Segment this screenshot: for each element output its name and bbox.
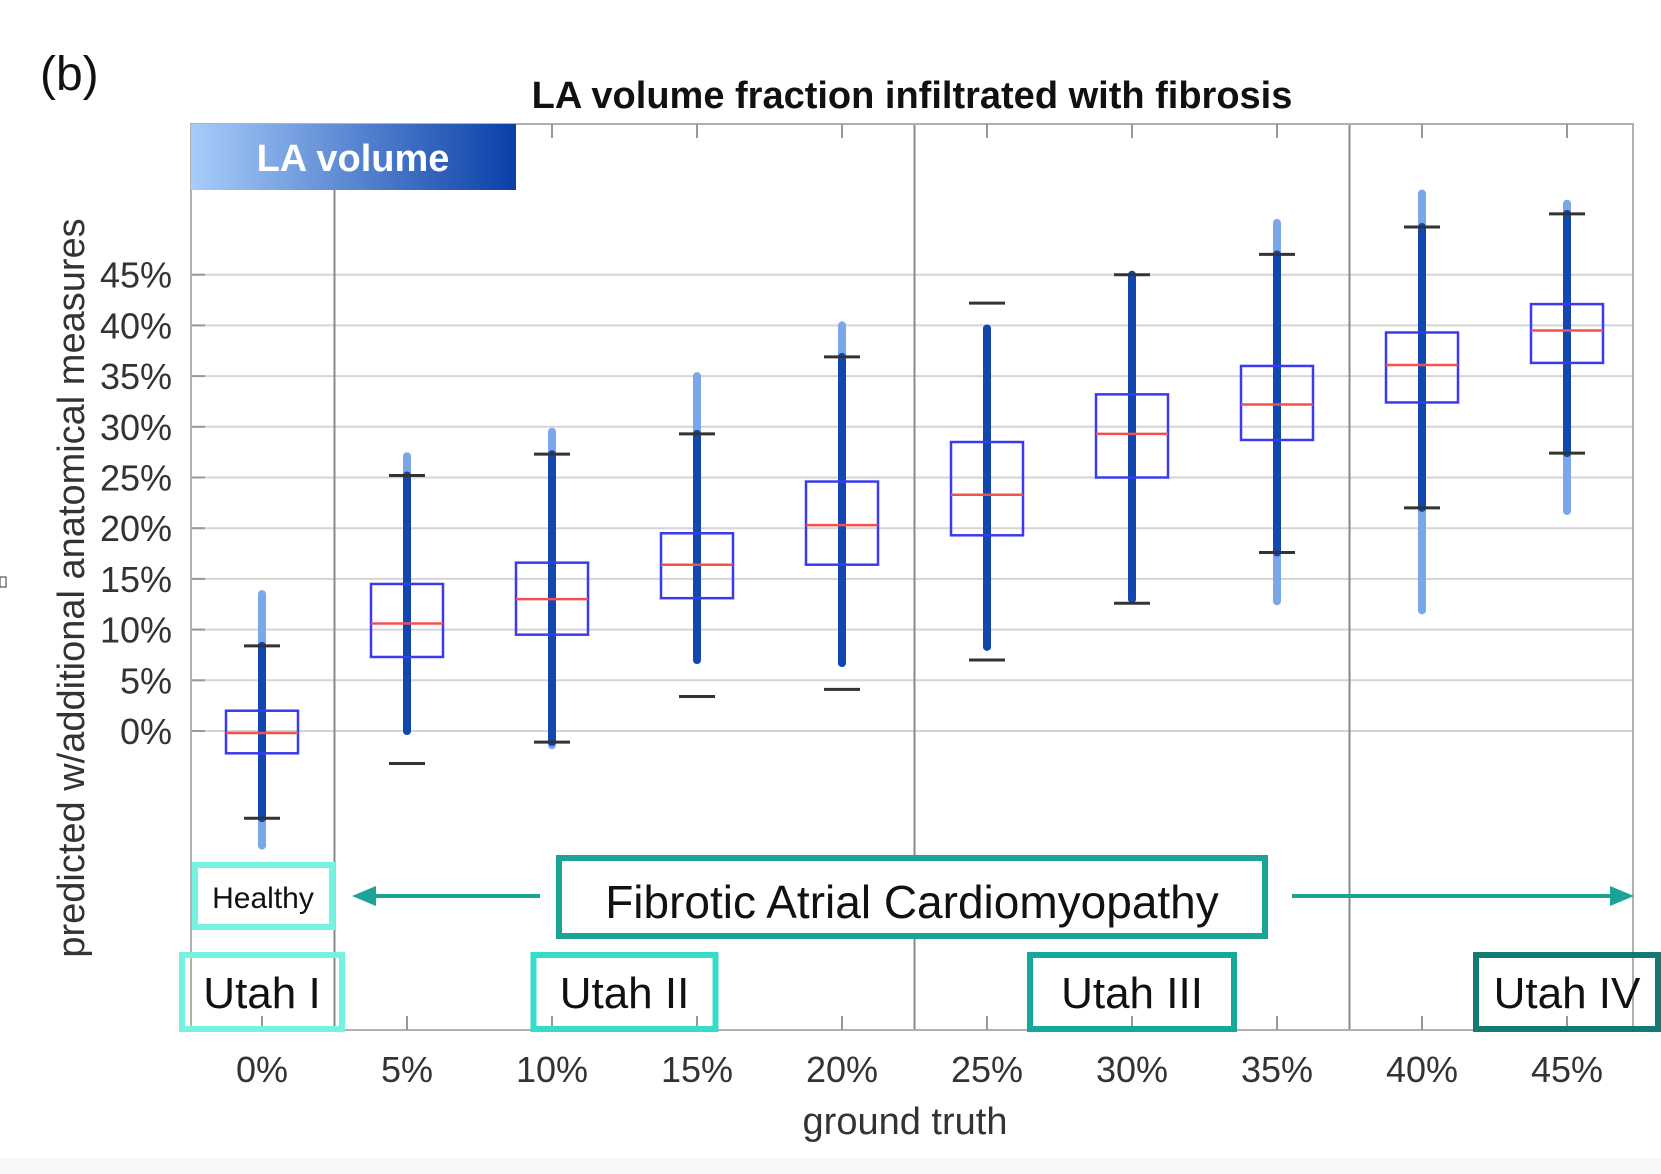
stage-label: Utah IV bbox=[1494, 969, 1641, 1018]
y-tick-label: 0% bbox=[120, 711, 172, 752]
x-tick-label: 20% bbox=[806, 1049, 878, 1090]
stage-box bbox=[530, 952, 719, 1032]
box-iqr bbox=[1384, 331, 1460, 404]
box-iqr bbox=[1094, 393, 1170, 479]
panel-label: (b) bbox=[40, 48, 99, 101]
box-0pct bbox=[224, 590, 300, 850]
arrow-right-icon bbox=[1610, 886, 1634, 906]
utah-stage-ii: Utah II bbox=[530, 952, 719, 1032]
healthy-label: Healthy bbox=[212, 882, 314, 915]
stage-box bbox=[179, 952, 345, 1032]
stray-glyph-icon bbox=[0, 576, 7, 588]
box-25pct bbox=[949, 301, 1025, 662]
x-axis-label: ground truth bbox=[803, 1101, 1008, 1143]
x-tick-label: 0% bbox=[236, 1049, 288, 1090]
utah-stage-i: Utah I bbox=[179, 952, 345, 1032]
la-volume-badge bbox=[191, 124, 516, 190]
x-tick-label: 40% bbox=[1386, 1049, 1458, 1090]
box-iqr bbox=[804, 480, 880, 566]
box-iqr bbox=[1529, 302, 1605, 365]
arrow-left-icon bbox=[352, 886, 376, 906]
box-iqr bbox=[369, 582, 445, 659]
box-45pct bbox=[1529, 199, 1605, 515]
fibrotic-label-box bbox=[556, 855, 1268, 939]
stage-box bbox=[1027, 952, 1237, 1032]
plot-frame bbox=[190, 123, 1634, 1031]
box-30pct bbox=[1094, 270, 1170, 605]
y-tick-label: 30% bbox=[100, 407, 172, 448]
utah-stage-iii: Utah III bbox=[1027, 952, 1237, 1032]
y-tick-label: 35% bbox=[100, 356, 172, 397]
utah-stage-iv: Utah IV bbox=[1473, 952, 1661, 1032]
y-axis-label: predicted w/additional anatomical measur… bbox=[51, 218, 93, 957]
y-tick-label: 20% bbox=[100, 508, 172, 549]
stage-label: Utah I bbox=[203, 969, 320, 1018]
y-tick-label: 15% bbox=[100, 559, 172, 600]
box-5pct bbox=[369, 452, 445, 765]
box-iqr bbox=[949, 440, 1025, 537]
x-tick-labels: 0% 5% 10% 15% 20% 25% 30% 35% 40% 45% bbox=[236, 1049, 1603, 1090]
box-iqr bbox=[1239, 364, 1315, 442]
box-40pct bbox=[1384, 189, 1460, 615]
y-tick-label: 10% bbox=[100, 610, 172, 651]
x-tick-label: 5% bbox=[381, 1049, 433, 1090]
bottom-strip bbox=[0, 1158, 1661, 1174]
box-20pct bbox=[804, 321, 880, 691]
y-tick-label: 25% bbox=[100, 458, 172, 499]
healthy-label-box bbox=[192, 862, 335, 930]
y-tick-labels: 0% 5% 10% 15% 20% 25% 30% 35% 40% 45% bbox=[100, 255, 172, 752]
y-tick-label: 40% bbox=[100, 305, 172, 346]
x-tick-label: 15% bbox=[661, 1049, 733, 1090]
utah-stage-boxes: Utah I Utah II Utah III Utah IV bbox=[179, 952, 1661, 1032]
stage-label: Utah II bbox=[560, 969, 690, 1018]
x-tick-label: 30% bbox=[1096, 1049, 1168, 1090]
box-35pct bbox=[1239, 218, 1315, 606]
fibrotic-label: Fibrotic Atrial Cardiomyopathy bbox=[605, 876, 1219, 928]
x-tick-label: 35% bbox=[1241, 1049, 1313, 1090]
stage-label: Utah III bbox=[1061, 969, 1203, 1018]
box-15pct bbox=[659, 372, 735, 699]
box-10pct bbox=[514, 427, 590, 750]
chart-title: LA volume fraction infiltrated with fibr… bbox=[532, 75, 1293, 117]
y-tick-label: 5% bbox=[120, 660, 172, 701]
box-series bbox=[224, 189, 1605, 850]
stage-box bbox=[1473, 952, 1661, 1032]
la-volume-badge-label: LA volume bbox=[257, 138, 450, 180]
y-tick-label: 45% bbox=[100, 255, 172, 296]
x-tick-label: 45% bbox=[1531, 1049, 1603, 1090]
grid-lines bbox=[191, 273, 1633, 732]
x-tick-label: 10% bbox=[516, 1049, 588, 1090]
x-tick-label: 25% bbox=[951, 1049, 1023, 1090]
